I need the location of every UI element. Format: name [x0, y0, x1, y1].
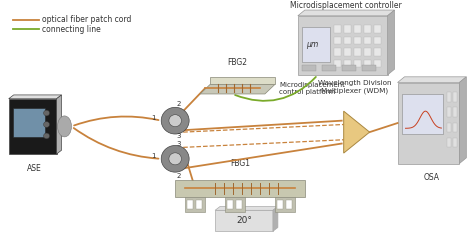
Text: FBG1: FBG1 [230, 159, 250, 168]
Bar [401, 94, 443, 134]
Text: FBG2: FBG2 [228, 58, 247, 67]
Bar [175, 180, 305, 197]
Text: Microdisplacement
control platform: Microdisplacement control platform [279, 82, 345, 95]
Text: 3: 3 [177, 141, 182, 147]
Text: S-TM7-S: S-TM7-S [225, 224, 255, 233]
Bar [364, 37, 371, 44]
Bar [453, 138, 457, 147]
Circle shape [44, 122, 50, 127]
Bar [334, 37, 341, 44]
Bar [374, 25, 381, 33]
Bar [187, 200, 193, 209]
Bar [354, 48, 361, 56]
Bar [227, 200, 233, 209]
Bar [453, 107, 457, 117]
Bar [364, 60, 371, 67]
Bar [342, 65, 356, 71]
Text: optical fiber patch cord: optical fiber patch cord [42, 15, 131, 24]
Bar [354, 37, 361, 44]
Polygon shape [388, 10, 394, 75]
Bar [374, 48, 381, 56]
Text: μm: μm [306, 40, 318, 49]
Text: 1: 1 [151, 153, 155, 159]
Bar [354, 60, 361, 67]
Text: OSA: OSA [423, 173, 439, 182]
Bar [447, 92, 451, 102]
Polygon shape [56, 95, 62, 154]
Polygon shape [398, 77, 466, 82]
Text: 1: 1 [151, 115, 155, 121]
Bar [374, 37, 381, 44]
Bar [344, 25, 351, 33]
Text: Microdisplacement controller: Microdisplacement controller [290, 1, 401, 10]
Circle shape [161, 145, 189, 172]
Circle shape [169, 115, 182, 127]
Polygon shape [398, 82, 459, 164]
Bar [447, 123, 451, 132]
Bar [362, 65, 375, 71]
Bar [275, 197, 295, 212]
Polygon shape [215, 210, 273, 231]
Text: 20°: 20° [236, 216, 252, 225]
Bar [344, 37, 351, 44]
Polygon shape [273, 207, 278, 231]
Circle shape [169, 153, 182, 165]
Polygon shape [9, 95, 62, 99]
Bar [302, 27, 330, 62]
Polygon shape [459, 77, 466, 164]
Bar [453, 92, 457, 102]
Text: connecting line: connecting line [42, 25, 100, 34]
Bar [286, 200, 292, 209]
Ellipse shape [57, 116, 72, 137]
Bar [364, 25, 371, 33]
Bar [196, 200, 202, 209]
Bar [302, 65, 316, 71]
Bar [225, 197, 245, 212]
Bar [447, 138, 451, 147]
Circle shape [44, 110, 50, 116]
Bar [334, 60, 341, 67]
Bar [236, 200, 242, 209]
Polygon shape [215, 207, 278, 210]
Bar [334, 48, 341, 56]
Bar [334, 25, 341, 33]
Text: ASE: ASE [27, 164, 42, 172]
Bar [447, 107, 451, 117]
Text: 2: 2 [177, 101, 182, 106]
Polygon shape [344, 111, 370, 153]
Text: 3: 3 [177, 133, 182, 139]
Bar [322, 65, 336, 71]
Polygon shape [210, 77, 275, 84]
Bar [354, 25, 361, 33]
Circle shape [161, 107, 189, 134]
Polygon shape [298, 10, 394, 16]
Bar [374, 60, 381, 67]
Bar [13, 108, 45, 137]
Polygon shape [200, 84, 275, 94]
Text: 2: 2 [177, 173, 182, 179]
Bar [344, 60, 351, 67]
Bar [344, 48, 351, 56]
Circle shape [44, 133, 50, 139]
Bar [453, 123, 457, 132]
Bar [277, 200, 283, 209]
Bar [185, 197, 205, 212]
Polygon shape [9, 99, 56, 154]
Bar [364, 48, 371, 56]
Polygon shape [298, 16, 388, 75]
Text: Wavelength Division
Multiplexer (WDM): Wavelength Division Multiplexer (WDM) [318, 80, 392, 94]
